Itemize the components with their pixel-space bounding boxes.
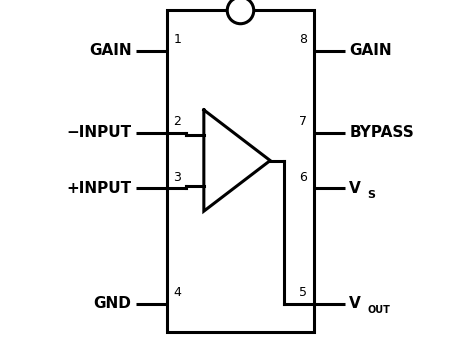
Text: 5: 5 bbox=[300, 287, 308, 299]
Text: 8: 8 bbox=[300, 34, 308, 46]
Text: BYPASS: BYPASS bbox=[349, 125, 414, 140]
Text: 3: 3 bbox=[173, 171, 182, 184]
Circle shape bbox=[227, 0, 254, 24]
Text: 6: 6 bbox=[300, 171, 308, 184]
Text: OUT: OUT bbox=[367, 305, 391, 315]
Text: 1: 1 bbox=[173, 34, 182, 46]
Text: 2: 2 bbox=[173, 116, 182, 128]
Text: GND: GND bbox=[94, 296, 132, 311]
Text: V: V bbox=[349, 181, 361, 196]
Text: GAIN: GAIN bbox=[89, 43, 132, 58]
Text: −INPUT: −INPUT bbox=[66, 125, 132, 140]
Text: 7: 7 bbox=[300, 116, 308, 128]
Text: 4: 4 bbox=[173, 287, 182, 299]
Text: S: S bbox=[367, 190, 375, 200]
Polygon shape bbox=[167, 10, 314, 332]
Text: V: V bbox=[349, 296, 361, 311]
Text: GAIN: GAIN bbox=[349, 43, 392, 58]
Text: +INPUT: +INPUT bbox=[66, 181, 132, 196]
